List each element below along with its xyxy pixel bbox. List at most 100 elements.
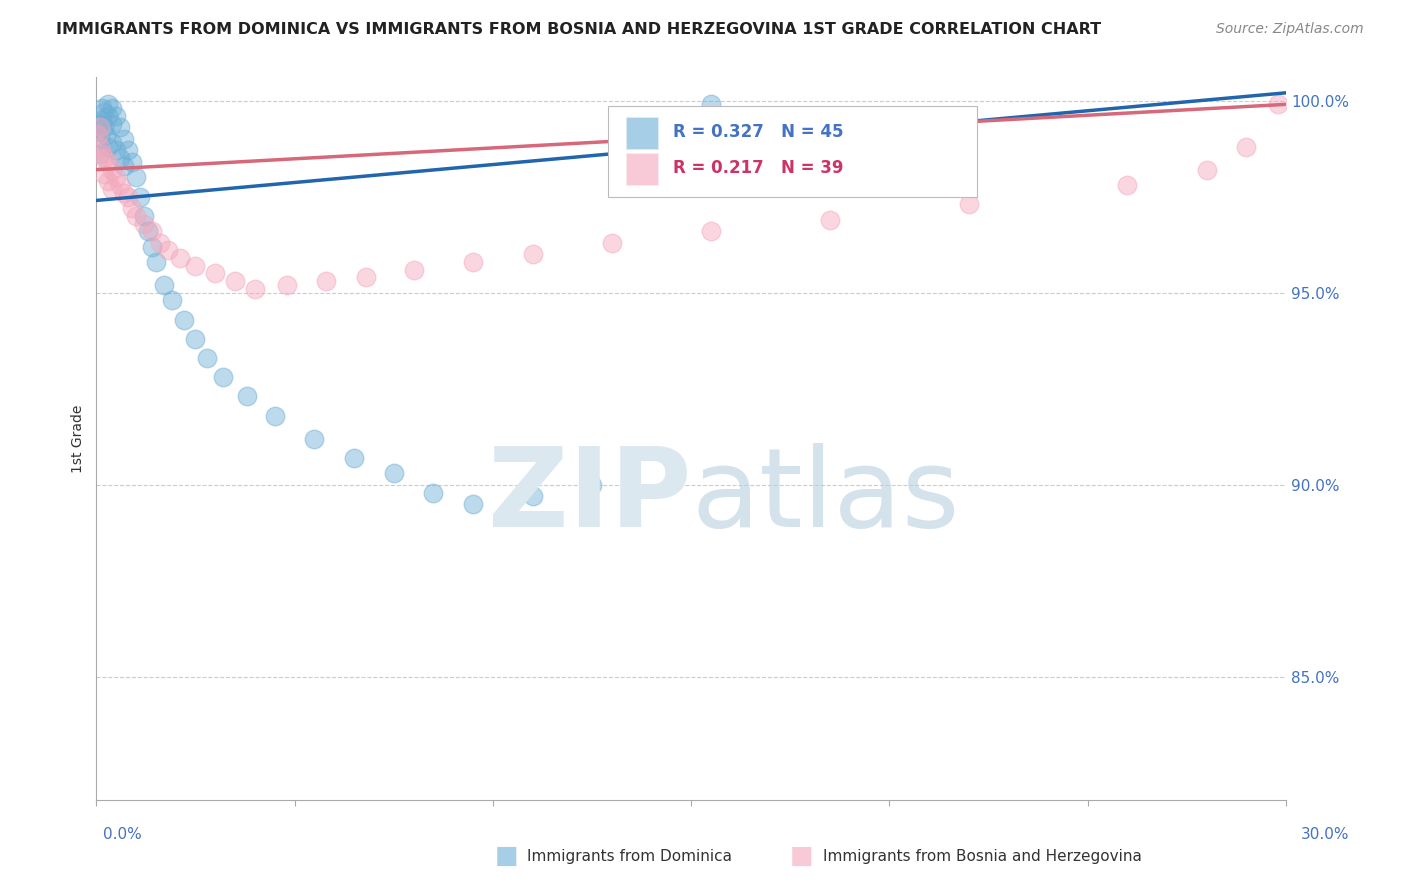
Point [243,282,266,296]
Point [101,101,124,115]
Point [108,178,131,192]
Point [315,274,337,288]
Y-axis label: 1st Grade: 1st Grade [72,405,86,473]
Point [461,497,484,511]
Text: 0.0%: 0.0% [103,827,142,841]
Point [818,212,841,227]
Point [700,97,723,112]
Point [89,139,111,153]
Point [600,235,623,250]
Point [117,144,139,158]
Text: R = 0.327   N = 45: R = 0.327 N = 45 [673,122,844,141]
Point [91,147,114,161]
Bar [626,153,659,186]
Text: R = 0.217   N = 39: R = 0.217 N = 39 [673,159,844,177]
Point [89,132,111,146]
Point [93,151,115,165]
Point [212,370,235,384]
Text: Source: ZipAtlas.com: Source: ZipAtlas.com [1216,22,1364,37]
Point [112,159,135,173]
Point [136,224,159,238]
Point [581,478,603,492]
Point [93,105,115,120]
Text: atlas: atlas [692,443,960,550]
Point [105,144,128,158]
Point [121,201,143,215]
Point [422,485,444,500]
Point [125,170,148,185]
Point [132,209,155,223]
Point [105,109,128,123]
Point [184,259,207,273]
Point [121,155,143,169]
Point [1267,97,1289,112]
Point [343,450,366,465]
Point [132,217,155,231]
Text: Immigrants from Dominica: Immigrants from Dominica [527,849,733,863]
Point [1195,162,1218,177]
Point [117,189,139,203]
Bar [626,117,659,150]
Point [145,255,167,269]
Point [97,155,120,169]
Point [152,278,174,293]
Point [89,147,111,161]
Point [149,235,172,250]
Point [101,182,124,196]
Point [108,120,131,135]
Point [160,293,183,308]
Point [204,267,226,281]
Point [173,312,195,326]
Point [97,139,120,153]
Point [1116,178,1139,192]
Point [224,274,246,288]
Text: Immigrants from Bosnia and Herzegovina: Immigrants from Bosnia and Herzegovina [823,849,1142,863]
Point [402,262,425,277]
Point [89,117,111,131]
Point [354,270,377,285]
Point [957,197,980,211]
Point [169,251,191,265]
Point [156,244,179,258]
Point [522,247,544,261]
Text: ZIP: ZIP [488,443,692,550]
Point [101,162,124,177]
Point [91,101,114,115]
Point [129,189,152,203]
Text: ■: ■ [790,845,813,868]
Point [101,117,124,131]
Point [112,186,135,200]
FancyBboxPatch shape [607,106,977,196]
Point [700,224,723,238]
Text: IMMIGRANTS FROM DOMINICA VS IMMIGRANTS FROM BOSNIA AND HERZEGOVINA 1ST GRADE COR: IMMIGRANTS FROM DOMINICA VS IMMIGRANTS F… [56,22,1101,37]
Point [184,332,207,346]
Point [87,124,110,138]
Point [89,120,111,135]
Point [112,132,135,146]
Point [276,278,298,293]
Point [93,120,115,135]
Point [304,432,326,446]
Text: 30.0%: 30.0% [1302,827,1350,841]
Point [97,109,120,123]
Point [263,409,285,423]
Point [522,490,544,504]
Point [87,128,110,142]
Point [125,209,148,223]
Point [93,167,115,181]
Point [141,239,163,253]
Point [382,467,405,481]
Point [195,351,218,365]
Point [461,255,484,269]
Point [101,136,124,150]
Point [236,389,259,403]
Point [1234,139,1257,153]
Point [97,97,120,112]
Point [141,224,163,238]
Point [108,151,131,165]
Point [96,128,118,142]
Point [97,174,120,188]
Point [91,112,114,127]
Point [105,170,128,185]
Text: ■: ■ [495,845,517,868]
